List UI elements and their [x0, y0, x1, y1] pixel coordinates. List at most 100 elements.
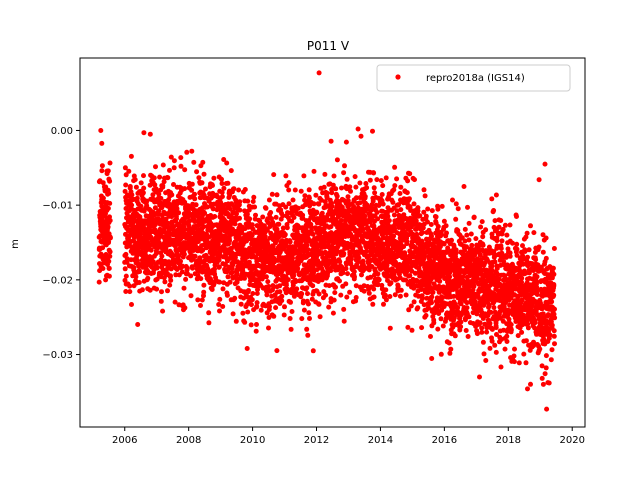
data-point: [306, 195, 312, 201]
data-point: [254, 300, 260, 306]
data-point: [306, 310, 312, 316]
data-point: [533, 257, 539, 263]
data-point: [353, 295, 359, 300]
data-point: [492, 342, 498, 348]
data-point: [106, 239, 112, 245]
data-point: [106, 258, 112, 264]
data-point: [383, 287, 389, 293]
data-point: [536, 244, 542, 250]
data-point: [311, 201, 317, 207]
data-point: [523, 360, 529, 366]
data-point: [453, 247, 459, 253]
data-point: [542, 371, 548, 377]
data-point: [380, 201, 386, 207]
data-point: [398, 287, 404, 293]
data-point: [551, 292, 557, 298]
data-point: [514, 246, 520, 252]
data-point: [277, 289, 283, 295]
data-point: [351, 269, 357, 275]
data-point: [549, 299, 555, 305]
data-point: [181, 251, 187, 257]
data-point: [123, 172, 129, 178]
data-point: [404, 190, 410, 196]
data-point: [419, 238, 425, 244]
data-point: [464, 305, 470, 311]
data-point: [307, 316, 312, 321]
data-point: [264, 227, 270, 233]
data-point: [242, 319, 248, 325]
data-point: [281, 312, 287, 318]
data-point: [199, 297, 205, 303]
data-point: [290, 282, 296, 288]
data-point: [274, 192, 280, 198]
data-point: [171, 165, 177, 171]
data-point: [135, 322, 141, 327]
data-point: [305, 291, 310, 297]
data-point: [298, 188, 304, 194]
data-point: [343, 281, 349, 287]
data-point: [217, 279, 223, 285]
data-point: [316, 291, 322, 297]
data-point: [100, 180, 106, 186]
data-points: [96, 70, 558, 412]
data-point: [189, 187, 195, 193]
data-point: [263, 205, 269, 211]
data-point: [543, 235, 549, 241]
data-point: [283, 204, 289, 210]
data-point: [347, 184, 353, 190]
data-point: [188, 273, 194, 279]
data-point: [168, 266, 174, 272]
data-point: [363, 181, 369, 186]
data-point: [137, 214, 143, 220]
data-point: [209, 287, 215, 292]
data-point: [282, 304, 287, 310]
data-point: [216, 264, 222, 270]
data-point: [516, 360, 522, 366]
data-point: [484, 329, 490, 335]
data-point: [423, 313, 429, 318]
data-point: [453, 201, 459, 207]
data-point: [430, 289, 436, 295]
data-point: [356, 255, 362, 261]
data-point: [206, 234, 212, 240]
data-point: [381, 301, 386, 307]
data-point: [473, 236, 479, 242]
data-point: [174, 206, 180, 212]
data-point: [304, 326, 310, 332]
data-point: [264, 292, 270, 298]
data-point: [157, 200, 163, 206]
data-point: [192, 253, 198, 259]
data-point: [160, 183, 166, 189]
data-point: [141, 185, 147, 191]
data-point: [371, 294, 377, 300]
data-point: [526, 247, 532, 253]
data-point: [123, 182, 129, 188]
data-point: [293, 279, 299, 285]
data-point: [295, 266, 301, 271]
data-point: [380, 183, 386, 189]
data-point: [341, 306, 347, 312]
data-point: [465, 204, 470, 210]
data-point: [512, 346, 517, 352]
data-point: [154, 276, 160, 282]
y-axis-label: m: [10, 239, 21, 249]
data-point: [260, 214, 266, 220]
data-point: [375, 271, 381, 277]
data-point: [407, 273, 413, 279]
data-point: [295, 205, 301, 211]
data-point: [107, 160, 113, 166]
data-point: [305, 332, 311, 338]
data-point: [219, 194, 225, 200]
data-point: [464, 232, 470, 238]
data-point: [480, 242, 486, 248]
data-point: [352, 174, 358, 180]
data-point: [200, 159, 206, 165]
data-point: [428, 222, 434, 227]
data-point: [201, 289, 207, 295]
data-point: [225, 274, 231, 280]
data-point: [438, 316, 444, 322]
data-point: [167, 167, 172, 173]
data-point: [388, 280, 394, 286]
data-point: [443, 223, 449, 229]
